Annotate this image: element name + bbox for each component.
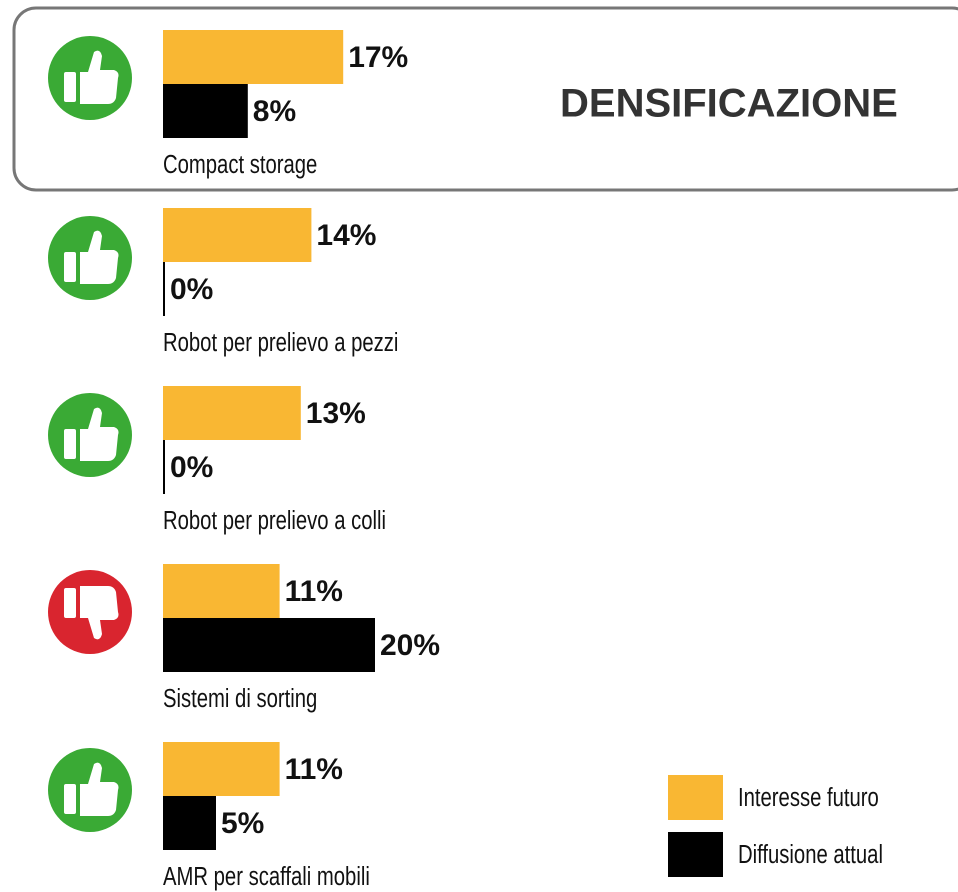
- bar: [163, 564, 280, 618]
- category-label: AMR per scaffali mobili: [163, 861, 370, 890]
- bar: [163, 796, 216, 850]
- bar: [163, 30, 344, 84]
- thumb-up-icon: [48, 393, 132, 477]
- highlight-box: [12, 6, 958, 192]
- value-label: 5%: [221, 807, 264, 840]
- legend-label: Interesse futuro: [738, 782, 879, 811]
- value-label: 0%: [170, 273, 213, 306]
- category-label: Robot per prelievo a pezzi: [163, 327, 398, 356]
- bar: [163, 84, 248, 138]
- value-label: 11%: [285, 575, 343, 608]
- thumb-down-icon: [48, 570, 132, 654]
- value-label: 8%: [253, 95, 296, 128]
- value-label: 14%: [316, 219, 376, 252]
- value-label: 11%: [285, 753, 343, 786]
- bar: [163, 208, 312, 262]
- category-label: Compact storage: [163, 149, 317, 178]
- category-label: Sistemi di sorting: [163, 683, 317, 712]
- thumb-up-icon: [48, 36, 132, 120]
- annotation: DENSIFICAZIONE: [560, 82, 898, 126]
- legend-swatch: [668, 775, 723, 820]
- category-label: Robot per prelievo a colli: [163, 505, 386, 534]
- bar: [163, 262, 165, 316]
- value-label: 0%: [170, 451, 213, 484]
- thumb-up-icon: [48, 748, 132, 832]
- bar: [163, 440, 165, 494]
- value-label: 13%: [306, 397, 366, 430]
- thumb-up-icon: [48, 216, 132, 300]
- bar: [163, 386, 301, 440]
- legend-label: Diffusione attual: [738, 839, 883, 868]
- value-label: 17%: [348, 41, 408, 74]
- bar: [163, 618, 375, 672]
- value-label: 20%: [380, 629, 440, 662]
- legend-swatch: [668, 832, 723, 877]
- bar: [163, 742, 280, 796]
